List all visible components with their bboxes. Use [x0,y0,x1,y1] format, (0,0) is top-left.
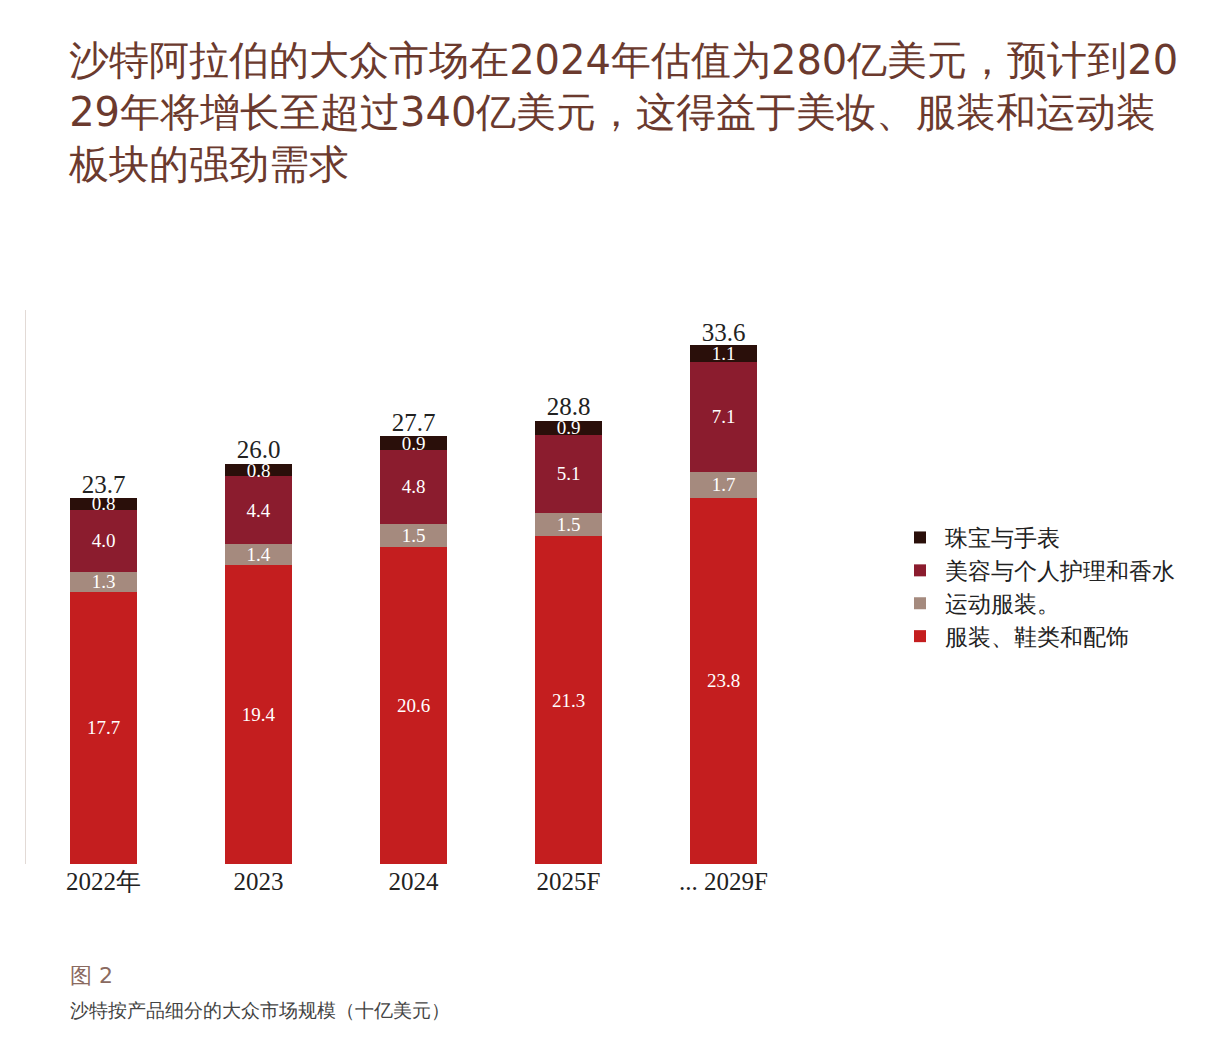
svg-text:5.1: 5.1 [557,463,581,484]
svg-text:2022年: 2022年 [66,868,141,895]
svg-text:26.0: 26.0 [237,436,281,463]
svg-text:1.5: 1.5 [402,525,426,546]
svg-text:21.3: 21.3 [552,690,585,711]
svg-text:33.6: 33.6 [702,319,746,346]
svg-text:7.1: 7.1 [712,406,736,427]
svg-text:运动服装。: 运动服装。 [945,591,1060,617]
svg-text:沙特按产品细分的大众市场规模（十亿美元）: 沙特按产品细分的大众市场规模（十亿美元） [70,999,450,1021]
svg-text:2023: 2023 [234,868,284,895]
svg-text:珠宝与手表: 珠宝与手表 [945,525,1060,551]
svg-text:... 2029F: ... 2029F [679,868,768,895]
svg-text:服装、鞋类和配饰: 服装、鞋类和配饰 [945,624,1129,650]
svg-text:1.1: 1.1 [712,343,736,364]
svg-text:19.4: 19.4 [242,704,276,725]
svg-text:2024: 2024 [389,868,440,895]
svg-text:1.7: 1.7 [712,474,736,495]
svg-text:0.9: 0.9 [557,417,581,438]
svg-text:23.7: 23.7 [82,471,126,498]
svg-text:0.9: 0.9 [402,433,426,454]
svg-text:沙特阿拉伯的大众市场在2024年估值为280亿美元，预计到2: 沙特阿拉伯的大众市场在2024年估值为280亿美元，预计到2029年将增长至超过… [68,37,1178,187]
svg-text:1.5: 1.5 [557,514,581,535]
svg-text:0.8: 0.8 [247,460,271,481]
svg-text:23.8: 23.8 [707,670,740,691]
svg-text:4.8: 4.8 [402,476,426,497]
svg-text:28.8: 28.8 [547,393,591,420]
svg-text:17.7: 17.7 [87,717,120,738]
svg-text:0.8: 0.8 [92,493,116,514]
svg-text:20.6: 20.6 [397,695,430,716]
svg-text:27.7: 27.7 [392,409,436,436]
svg-text:美容与个人护理和香水: 美容与个人护理和香水 [945,558,1175,584]
svg-text:2025F: 2025F [537,868,601,895]
svg-text:4.4: 4.4 [246,500,270,521]
svg-text:1.4: 1.4 [246,544,270,565]
svg-text:4.0: 4.0 [92,530,116,551]
svg-text:图 2: 图 2 [70,963,113,988]
svg-text:1.3: 1.3 [92,571,116,592]
